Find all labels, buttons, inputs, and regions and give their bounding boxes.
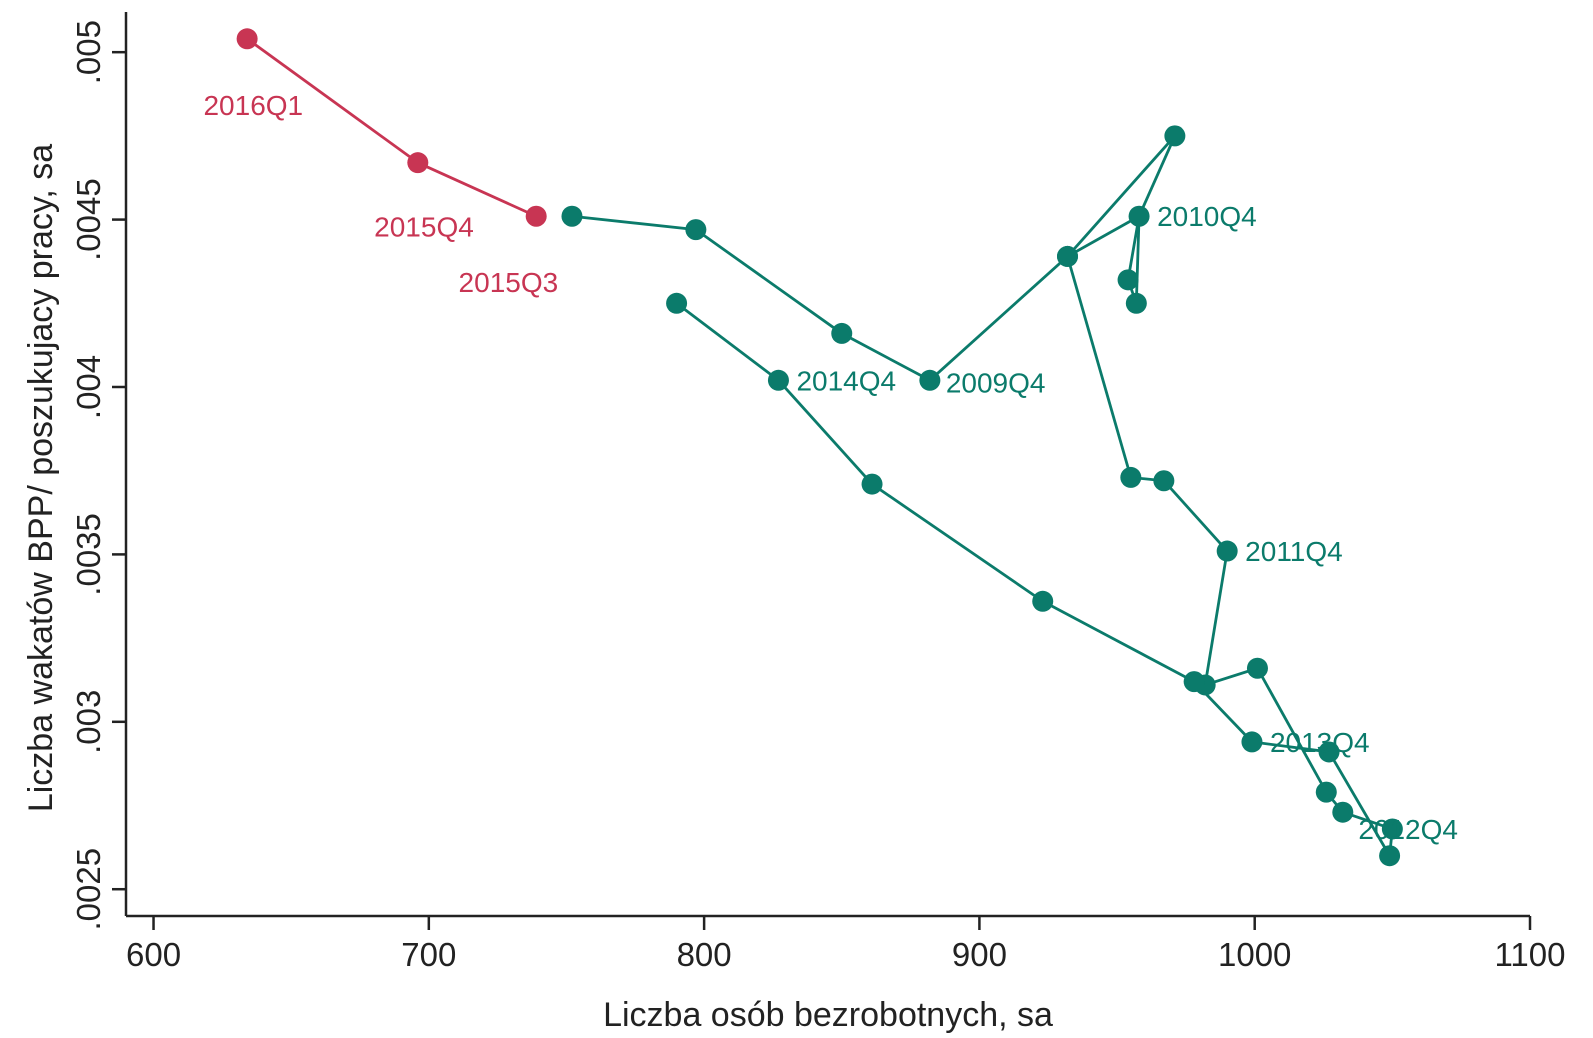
data-point [407, 152, 429, 174]
series-line-segment [777, 379, 874, 486]
series-line-segment [1203, 550, 1229, 686]
series-line-segment [695, 228, 843, 335]
data-point [767, 369, 789, 391]
data-point [561, 205, 583, 227]
series-line-segment [1066, 215, 1140, 258]
data-point [1032, 590, 1054, 612]
series-line-segment [571, 214, 697, 232]
series-line-segment [1134, 216, 1141, 304]
data-point [831, 322, 853, 344]
series-line-segment [417, 161, 537, 218]
y-tick-label: .0025 [70, 848, 107, 931]
x-tick-label: 800 [677, 936, 732, 973]
data-point [919, 369, 941, 391]
x-tick-label: 900 [952, 936, 1007, 973]
series-line-segment [1251, 740, 1330, 754]
data-point [861, 473, 883, 495]
series-line-segment [928, 255, 1069, 382]
data-point [236, 28, 258, 50]
series-line-segment [1126, 215, 1141, 281]
y-tick-label: .004 [70, 355, 107, 419]
series-line-segment [1162, 479, 1229, 552]
data-point [685, 219, 707, 241]
data-point [1318, 741, 1340, 763]
plot-area: 2009Q4 2010Q4 2011Q4 2012Q4 2013Q4 2014Q4 2015… [203, 28, 1458, 867]
x-ticks: 600 700 800 900 1000 1100 [126, 916, 1565, 973]
data-point [1183, 671, 1205, 693]
series-line-segment [246, 37, 419, 164]
data-point [1117, 269, 1139, 291]
point-label: 2009Q4 [946, 367, 1046, 398]
series-0: 2009Q4 2010Q4 2011Q4 2012Q4 2013Q4 2014Q4 [561, 125, 1458, 867]
series-line-segment [1066, 256, 1133, 478]
point-label: 2012Q4 [1358, 814, 1458, 845]
series-line-segment [1327, 751, 1391, 857]
data-point [525, 205, 547, 227]
data-point [1128, 205, 1150, 227]
series-line-segment [675, 302, 780, 382]
data-point [1315, 781, 1337, 803]
series-line-segment [1042, 600, 1195, 683]
point-label: 2016Q1 [203, 90, 303, 121]
data-point [666, 292, 688, 314]
data-point [1057, 245, 1079, 267]
point-label: 2010Q4 [1157, 201, 1257, 232]
data-point [1246, 657, 1268, 679]
y-axis-title: Liczba wakatów BPP/ poszukujacy pracy, s… [22, 144, 60, 812]
x-tick-label: 600 [126, 936, 181, 973]
y-tick-label: .005 [70, 20, 107, 84]
series-line-segment [1137, 135, 1177, 217]
x-tick-label: 700 [401, 936, 456, 973]
y-tick-label: .0035 [70, 513, 107, 596]
point-label: 2015Q4 [374, 212, 474, 243]
x-axis-title: Liczba osób bezrobotnych, sa [603, 996, 1053, 1034]
y-tick-label: .0045 [70, 178, 107, 261]
axes: 600 700 800 900 1000 1100 .0025 .003 .0035 .004.… [70, 12, 1565, 973]
x-tick-label: 1100 [1495, 936, 1566, 973]
data-point [1153, 470, 1175, 492]
point-label: 2014Q4 [796, 365, 896, 396]
series-line-segment [841, 332, 931, 382]
series-1: 2015Q3 2015Q4 2016Q1 [203, 28, 558, 298]
data-point [1164, 125, 1186, 147]
point-label: 2013Q4 [1270, 727, 1370, 758]
data-point [1381, 818, 1403, 840]
point-label: 2015Q3 [459, 267, 559, 298]
y-tick-label: .003 [70, 690, 107, 754]
data-point [1332, 801, 1354, 823]
series-line-segment [1066, 134, 1176, 258]
data-point [1120, 466, 1142, 488]
data-point [1125, 292, 1147, 314]
point-label: 2011Q4 [1245, 536, 1343, 567]
series-line-segment [871, 482, 1044, 603]
data-point [1216, 540, 1238, 562]
y-ticks: .0025 .003 .0035 .004 .0045 .005 [70, 20, 126, 931]
data-point [1379, 845, 1401, 867]
data-point [1241, 731, 1263, 753]
series-line-segment [1256, 667, 1328, 793]
x-tick-label: 1000 [1218, 936, 1291, 973]
